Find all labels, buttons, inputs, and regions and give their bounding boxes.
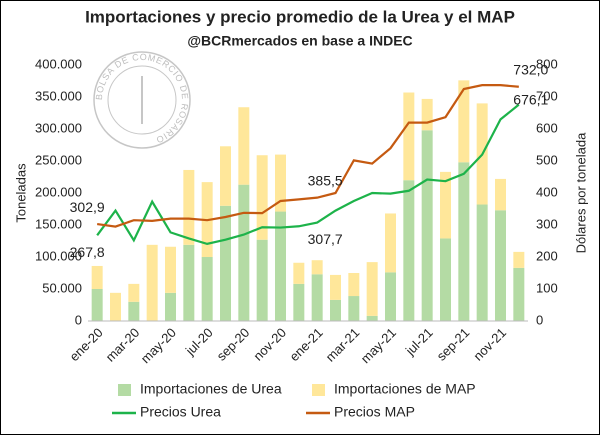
bar — [421, 98, 433, 131]
bar — [91, 265, 103, 289]
value-label: 385,5 — [308, 172, 343, 188]
bar — [385, 272, 396, 321]
y-tick-label: 300.000 — [35, 120, 82, 135]
y2-tick-label: 800 — [536, 56, 558, 71]
bar — [495, 178, 506, 211]
y-tick-label: 100.000 — [35, 248, 82, 263]
legend-label: Importaciones de MAP — [334, 381, 476, 397]
bar — [220, 146, 231, 206]
chart-title: Importaciones y precio promedio de la Ur… — [85, 7, 515, 26]
bar — [256, 155, 268, 240]
bar — [458, 162, 470, 321]
bar — [183, 169, 195, 245]
bar — [348, 296, 360, 321]
bar — [458, 80, 470, 163]
y-tick-label: 150.000 — [35, 216, 82, 231]
bar — [330, 274, 341, 300]
y2-tick-label: 100 — [536, 280, 558, 295]
bar — [165, 246, 176, 293]
bar — [403, 92, 415, 181]
bar — [293, 283, 305, 321]
bar — [366, 262, 378, 316]
bar — [385, 213, 396, 273]
y-tick-label: 50.000 — [42, 280, 82, 295]
value-label: 267,8 — [70, 244, 105, 260]
y2-axis-label: Dólares por tonelada — [573, 132, 588, 253]
bar — [513, 267, 525, 321]
bar — [513, 251, 525, 268]
bar — [421, 130, 433, 321]
legend-label: Importaciones de Urea — [140, 381, 282, 397]
line — [96, 103, 520, 246]
bar — [146, 244, 158, 321]
y-tick-label: 0 — [75, 312, 82, 327]
bar — [403, 180, 415, 321]
bar — [440, 238, 451, 321]
bar — [256, 239, 268, 321]
legend-swatch — [312, 384, 325, 396]
y-axis-label: Toneladas — [13, 163, 28, 223]
bar — [366, 315, 378, 321]
y2-tick-label: 200 — [536, 248, 558, 263]
bar — [183, 244, 195, 321]
bar — [311, 260, 323, 275]
bar — [293, 262, 305, 284]
y-tick-label: 400.000 — [35, 56, 82, 71]
bar — [110, 292, 121, 321]
y-tick-label: 200.000 — [35, 184, 82, 199]
value-label: 302,9 — [70, 199, 105, 215]
logo-ring-inner — [107, 65, 177, 135]
value-label: 732,0 — [513, 61, 548, 77]
chart-subtitle: @BCRmercados en base a INDEC — [187, 33, 412, 49]
bar — [476, 204, 488, 321]
bar — [495, 210, 506, 321]
legend-label: Precios MAP — [334, 404, 415, 420]
bar — [330, 299, 341, 321]
value-label: 676,1 — [513, 91, 548, 107]
bar — [275, 211, 286, 321]
watermark-logo: BOLSA DE COMERCIO DE ROSARIO — [93, 51, 191, 149]
y2-tick-label: 700 — [536, 88, 558, 103]
y-tick-label: 350.000 — [35, 88, 82, 103]
line — [97, 84, 519, 228]
bar — [201, 257, 213, 321]
bar — [311, 274, 323, 321]
legend-label: Precios Urea — [140, 404, 221, 420]
bar — [128, 301, 140, 321]
y2-tick-label: 0 — [536, 312, 543, 327]
bar — [238, 184, 250, 321]
logo-ring — [93, 51, 191, 149]
y2-tick-label: 300 — [536, 216, 558, 231]
bar — [220, 205, 231, 321]
bar — [275, 154, 286, 212]
bar — [91, 289, 103, 321]
value-label: 307,7 — [308, 231, 343, 247]
bar — [440, 171, 451, 239]
y-tick-label: 250.000 — [35, 152, 82, 167]
legend-swatch — [118, 384, 131, 396]
y2-tick-label: 600 — [536, 120, 558, 135]
y2-tick-label: 400 — [536, 184, 558, 199]
y2-tick-label: 500 — [536, 152, 558, 167]
bar — [165, 292, 176, 321]
bar — [238, 107, 250, 185]
bar — [348, 273, 360, 297]
bar — [128, 283, 140, 302]
